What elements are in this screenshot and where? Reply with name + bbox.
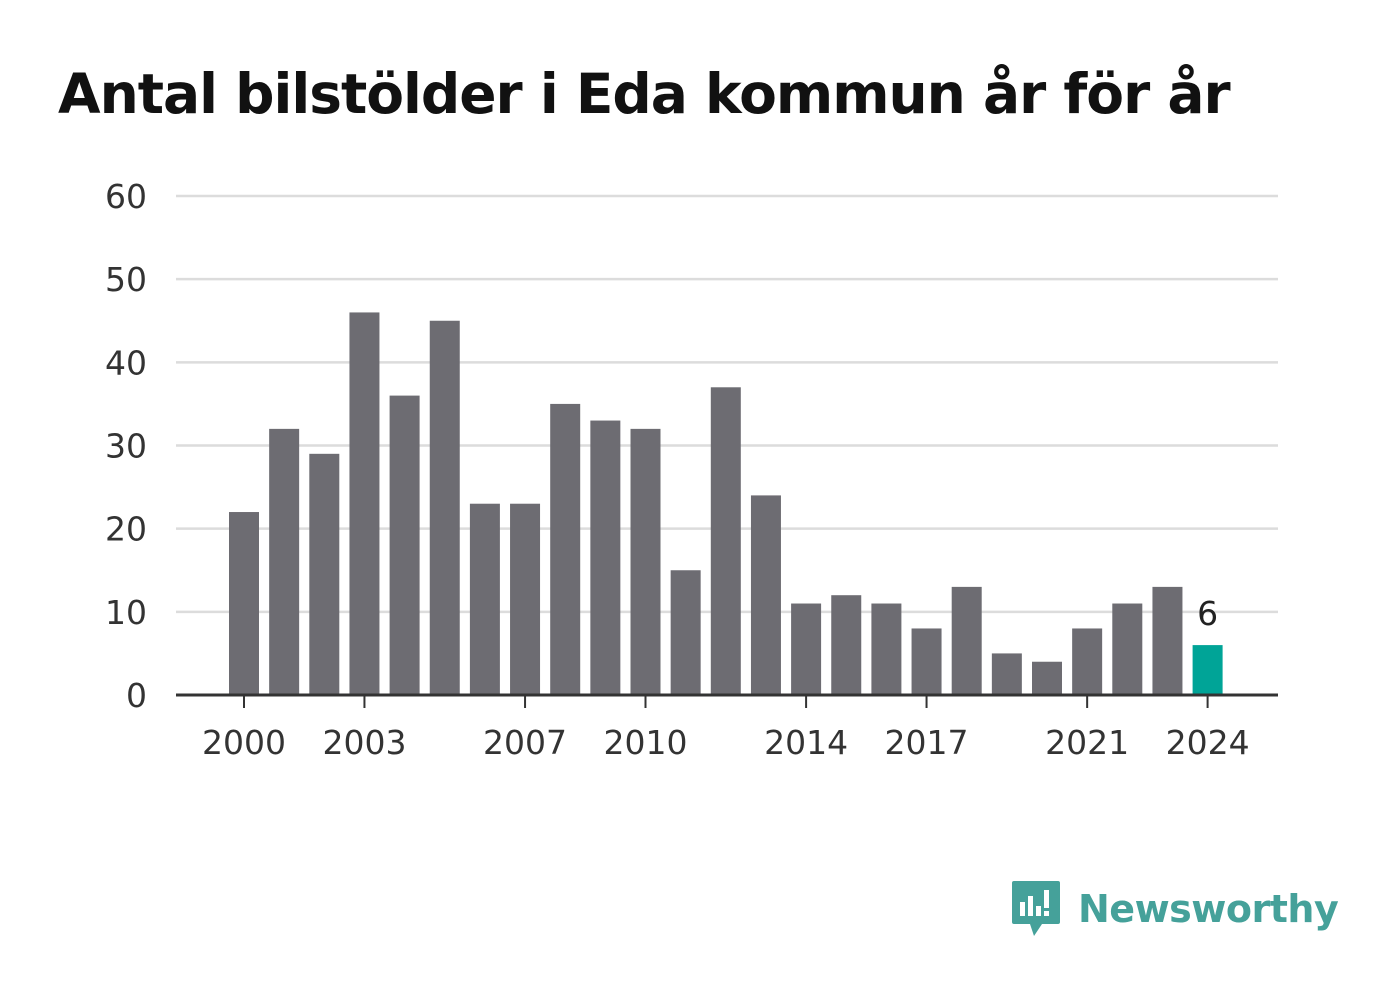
bar-2017 xyxy=(911,628,942,695)
bar-2018 xyxy=(951,586,982,695)
y-tick-label: 10 xyxy=(105,593,147,632)
newsworthy-logo: Newsworthy xyxy=(1010,878,1339,940)
x-tick-label: 2003 xyxy=(322,723,406,762)
bar-2007 xyxy=(510,503,541,695)
bar-2011 xyxy=(670,570,701,695)
y-tick-label: 60 xyxy=(105,177,147,216)
bar-2000 xyxy=(229,512,259,695)
bar-2003 xyxy=(349,312,380,695)
bar-2009 xyxy=(590,420,621,695)
x-tick-label: 2017 xyxy=(885,723,969,762)
bar-2020 xyxy=(1032,661,1062,695)
bar-2015 xyxy=(831,595,862,695)
x-tick-label: 2014 xyxy=(764,723,848,762)
bar-2016 xyxy=(871,603,902,695)
bar-2008 xyxy=(550,403,581,695)
bar-2012 xyxy=(710,387,741,695)
newsworthy-logo-icon xyxy=(1012,881,1060,936)
x-tick-label: 2021 xyxy=(1045,723,1129,762)
x-tick-label: 2024 xyxy=(1166,723,1250,762)
bar-2022 xyxy=(1112,603,1143,695)
bar-2014 xyxy=(791,603,822,695)
bar-2005 xyxy=(429,320,460,695)
bar-2001 xyxy=(269,428,300,695)
x-tick-label: 2010 xyxy=(604,723,688,762)
bar-2002 xyxy=(309,453,340,695)
x-tick-label: 2007 xyxy=(483,723,567,762)
bar-2021 xyxy=(1072,628,1103,695)
y-tick-label: 20 xyxy=(105,510,147,549)
y-tick-label: 30 xyxy=(105,427,147,466)
bar-2013 xyxy=(750,495,781,695)
data-label: 6 xyxy=(1197,594,1218,633)
y-tick-label: 40 xyxy=(105,343,147,382)
newsworthy-logo-text: Newsworthy xyxy=(1078,887,1339,931)
chart-title: Antal bilstölder i Eda kommun år för år xyxy=(58,62,1231,126)
x-tick-label: 2000 xyxy=(202,723,286,762)
bar-2023 xyxy=(1152,586,1183,695)
y-tick-label: 0 xyxy=(126,676,147,715)
y-tick-label: 50 xyxy=(105,260,147,299)
bar-2010 xyxy=(630,428,661,695)
bar-2004 xyxy=(389,395,420,695)
bar-2006 xyxy=(469,503,500,695)
bar-2019 xyxy=(991,653,1022,695)
bar-2024 xyxy=(1192,645,1223,695)
